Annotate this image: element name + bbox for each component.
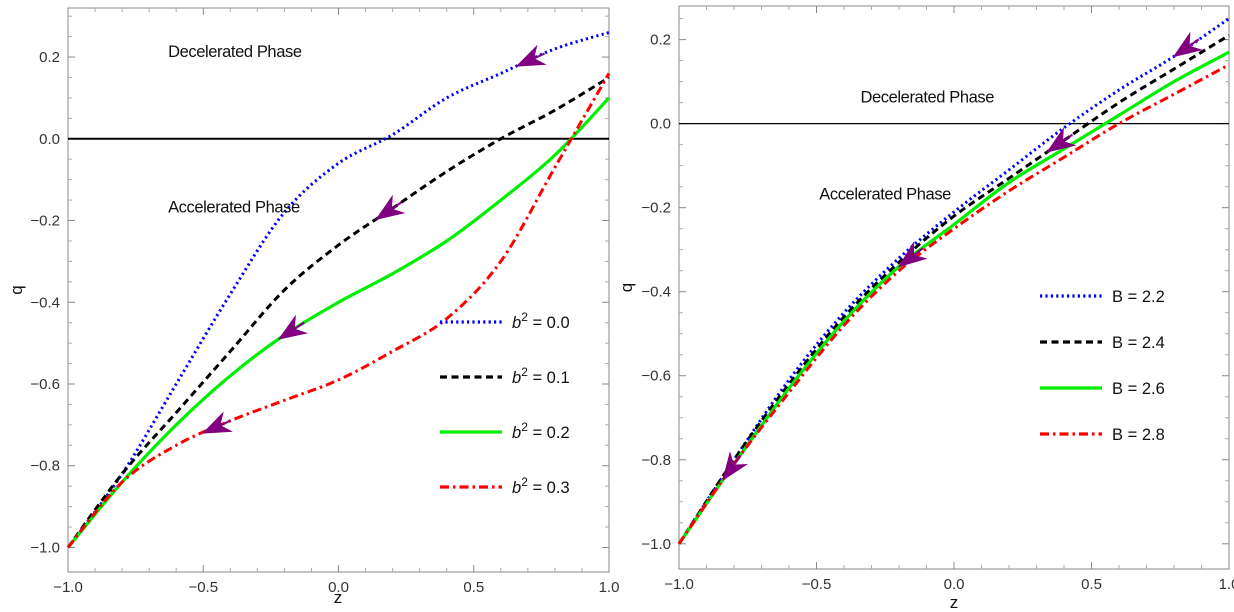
legend-label-3: B = 2.6 [1112,380,1165,398]
direction-arrow-shaft [219,419,232,427]
legend-label-2: B = 2.4 [1112,334,1165,352]
x-tick-label: −1.0 [53,579,83,596]
series-line-2 [66,76,610,549]
x-tick-label: −0.5 [802,576,832,593]
direction-arrow-shaft [1061,133,1073,143]
x-tick-label: −0.5 [188,579,218,596]
y-tick-label: 0.2 [650,32,671,49]
legend-label-1: b2 = 0.0 [512,310,570,332]
direction-arrow-shaft [533,52,545,60]
series-line-3 [677,50,1230,545]
x-tick-label: 0.5 [1081,576,1102,593]
x-tick-label: 0.0 [328,579,349,596]
annotation-accelerated-phase: Accelerated Phase [168,198,300,216]
direction-arrow-head-1 [515,44,547,67]
direction-arrow-head-4 [202,411,233,434]
chart-panel-1: −1.0 −0.5 0.0 0.5 1.0 −1.0 −0.8 −0.6 −0.4 −0.2 0.0… [7,7,620,607]
direction-arrow-shaft [912,247,924,257]
direction-arrow-head-4 [722,451,748,482]
y-tick-label: −0.6 [641,368,671,385]
y-tick-label: −0.2 [641,200,671,217]
direction-arrow-shaft [293,321,305,330]
y-axis-label: q [617,283,636,292]
direction-arrow-head-2 [375,194,406,221]
legend-label-4: b2 = 0.3 [512,475,570,497]
x-tick-label: 1.0 [1219,576,1234,593]
series-line-1 [66,31,610,549]
x-tick-label: 0.5 [463,579,484,596]
y-tick-label: −0.8 [641,452,671,469]
x-tick-label: −1.0 [664,576,694,593]
series-line-3 [66,96,611,549]
annotation-decelerated-phase: Decelerated Phase [168,43,302,61]
legend-label-4: B = 2.8 [1112,426,1165,444]
legend-label-2: b2 = 0.1 [512,365,570,387]
y-tick-label: 0.2 [39,49,60,66]
direction-arrow-shaft [1188,38,1200,47]
y-tick-label: −0.2 [30,213,60,230]
y-tick-label: −0.4 [30,294,60,311]
direction-arrow-head-1 [1172,31,1203,58]
direction-arrow-head-3 [897,241,928,268]
y-tick-label: −0.4 [641,284,671,301]
y-tick-label: −1.0 [641,536,671,553]
annotation-accelerated-phase: Accelerated Phase [819,185,951,203]
direction-arrow-shaft [390,201,402,210]
series-line-2 [677,34,1230,545]
y-tick-label: −1.0 [30,539,60,556]
legend-label-3: b2 = 0.2 [512,420,570,442]
x-axis-label: z [950,593,959,612]
direction-arrow-head-3 [277,314,309,340]
chart-panel-2: −1.0 −0.5 0.0 0.5 1.0 −1.0 −0.8 −0.6 −0.4 −0.2 0.0… [617,5,1234,612]
y-tick-label: −0.8 [30,458,60,475]
y-tick-label: −0.6 [30,376,60,393]
x-tick-label: 1.0 [599,579,620,596]
y-tick-label: 0.0 [39,131,60,148]
x-tick-label: 0.0 [944,576,965,593]
legend-label-1: B = 2.2 [1112,288,1165,306]
direction-arrow-shaft [732,454,742,466]
direction-arrow-head-2 [1046,127,1077,153]
series-line-4 [66,72,611,549]
annotation-decelerated-phase: Decelerated Phase [861,89,995,107]
y-axis-label: q [7,285,26,294]
y-tick-label: 0.0 [650,116,671,133]
x-axis-label: z [334,588,343,607]
